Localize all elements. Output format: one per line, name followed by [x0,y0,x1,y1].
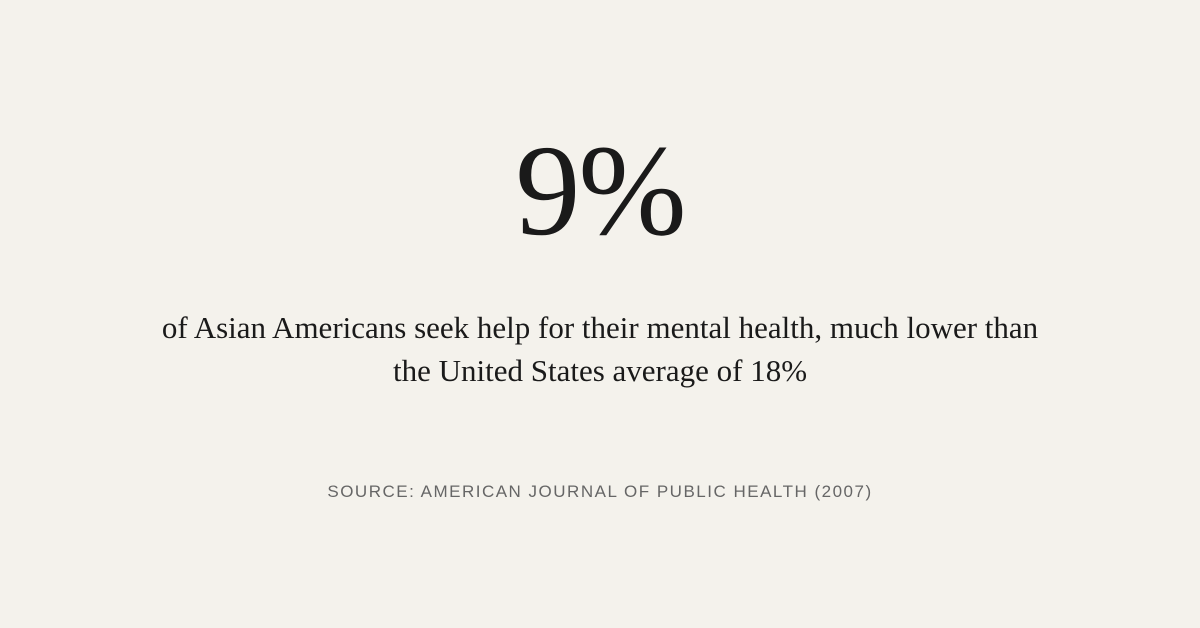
stat-description: of Asian Americans seek help for their m… [140,306,1060,393]
stat-source: SOURCE: AMERICAN JOURNAL OF PUBLIC HEALT… [327,482,872,502]
infographic-container: 9% of Asian Americans seek help for thei… [0,126,1200,503]
stat-number: 9% [515,126,684,256]
